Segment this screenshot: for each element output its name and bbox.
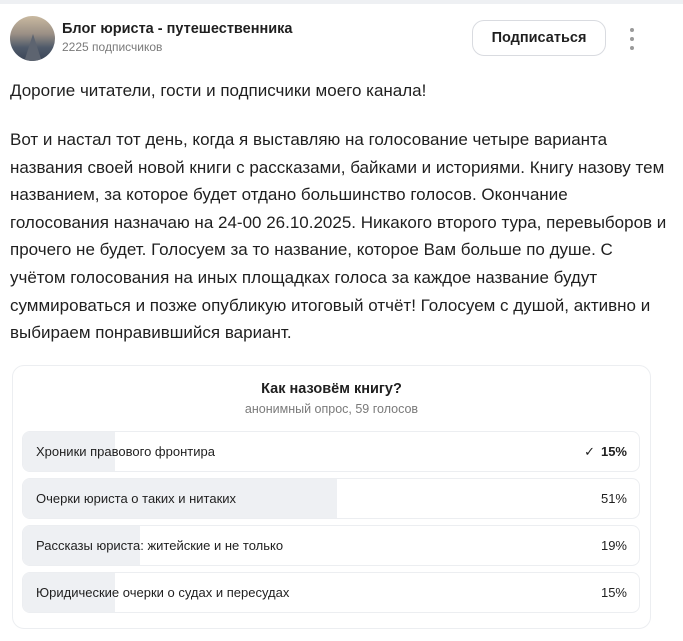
subscribe-button[interactable]: Подписаться — [472, 20, 606, 56]
post-greeting: Дорогие читатели, гости и подписчики мое… — [10, 81, 427, 100]
poll-option[interactable]: Очерки юриста о таких и нитаких 51% — [22, 478, 640, 519]
poll-option-label: Очерки юриста о таких и нитаких — [36, 491, 237, 506]
top-divider — [0, 0, 683, 4]
poll-option[interactable]: Рассказы юриста: житейские и не только 1… — [22, 525, 640, 566]
poll-subtitle: анонимный опрос, 59 голосов — [244, 402, 419, 416]
more-options-icon[interactable] — [627, 28, 637, 50]
poll-option-bar — [23, 479, 338, 518]
poll-option-percent: 15% — [601, 585, 627, 600]
poll-option[interactable]: Хроники правового фронтира ✓ 15% — [22, 431, 640, 472]
poll-card: Как назовём книгу? анонимный опрос, 59 г… — [12, 365, 651, 629]
poll-option-bar — [23, 573, 116, 612]
poll-option-percent-text: 51% — [600, 491, 627, 506]
channel-title[interactable]: Блог юриста - путешественника — [62, 21, 293, 37]
poll-option-label: Юридические очерки о судах и пересудах — [36, 585, 290, 600]
poll-option-percent: ✓ 15% — [584, 444, 627, 460]
poll-option-bar — [23, 432, 116, 471]
poll-option-percent-text: 15% — [600, 585, 627, 600]
check-icon: ✓ — [584, 444, 595, 459]
poll-option-bar — [23, 526, 141, 565]
poll-option-label: Рассказы юриста: житейские и не только — [36, 538, 284, 553]
poll-title: Как назовём книгу? — [261, 381, 402, 397]
channel-avatar[interactable] — [10, 16, 55, 61]
poll-option[interactable]: Юридические очерки о судах и пересудах 1… — [22, 572, 640, 613]
poll-option-percent-text: 19% — [600, 538, 627, 553]
poll-option-percent-text: 15% — [600, 444, 627, 459]
poll-option-percent: 19% — [601, 538, 627, 553]
poll-option-percent: 51% — [601, 491, 627, 506]
post-body: Вот и настал тот день, когда я выставляю… — [10, 130, 667, 343]
subscriber-count: 2225 подписчиков — [62, 40, 163, 54]
poll-option-label: Хроники правового фронтира — [36, 444, 215, 459]
